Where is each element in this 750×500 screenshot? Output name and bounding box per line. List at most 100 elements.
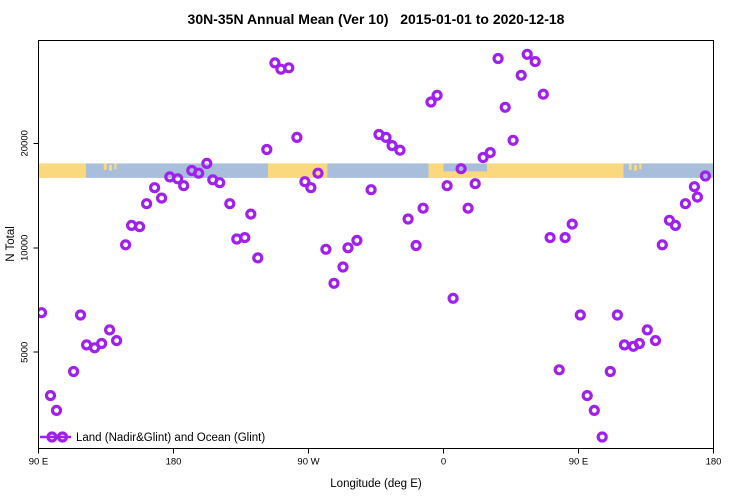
data-point: [50, 404, 63, 416]
data-point: [521, 48, 533, 60]
data-point: [633, 337, 646, 350]
data-point: [149, 182, 161, 194]
data-point: [553, 364, 565, 376]
x-tick-label: 90 E: [569, 457, 589, 468]
x-axis-label: Longitude (deg E): [330, 478, 422, 490]
data-points-group: [38, 48, 712, 443]
data-point: [245, 208, 257, 220]
data-point: [588, 404, 600, 416]
data-point: [141, 198, 153, 210]
map-strip-land-detail: [103, 163, 107, 170]
map-strip-ocean-segment: [623, 163, 714, 178]
x-tick-label: 0: [441, 457, 446, 468]
data-point: [269, 57, 281, 69]
data-point: [172, 173, 184, 185]
map-strip-land-segment: [38, 163, 86, 178]
data-point: [95, 337, 108, 350]
y-tick-label: 5000: [20, 342, 31, 363]
data-point: [394, 144, 406, 156]
data-point: [74, 309, 87, 321]
data-point: [669, 219, 682, 231]
x-tick-label: 90 W: [297, 457, 319, 468]
data-point: [351, 234, 363, 246]
data-point: [492, 52, 504, 65]
data-point: [544, 232, 556, 244]
y-tick-label: 20000: [20, 130, 31, 156]
data-point: [425, 96, 437, 108]
data-point: [299, 176, 311, 188]
data-point: [320, 243, 332, 255]
data-point: [641, 324, 653, 336]
data-point: [261, 143, 273, 156]
data-point: [119, 239, 132, 251]
map-strip-land-detail: [628, 163, 632, 170]
data-point: [239, 232, 251, 244]
map-strip-ocean-segment: [85, 163, 268, 178]
data-point: [477, 151, 489, 164]
data-point: [342, 242, 354, 254]
data-point: [110, 335, 123, 347]
data-point: [134, 221, 146, 233]
data-point: [201, 157, 213, 169]
data-point: [224, 198, 236, 210]
x-tick-label: 90 E: [29, 457, 49, 468]
map-strip-land-segment: [268, 163, 328, 178]
data-point: [252, 252, 264, 264]
data-point: [699, 170, 712, 182]
legend: Land (Nadir&Glint) and Ocean (Glint): [40, 431, 265, 444]
data-point: [214, 177, 226, 189]
data-point: [455, 163, 467, 175]
plot-title: 30N-35N Annual Mean (Ver 10) 2015-01-01 …: [188, 11, 565, 27]
data-point: [156, 192, 168, 204]
data-point: [402, 213, 414, 225]
data-point: [283, 62, 295, 74]
world-map-strip: [38, 163, 714, 178]
legend-label: Land (Nadir&Glint) and Ocean (Glint): [76, 432, 265, 444]
data-point: [604, 365, 616, 378]
y-axis-ticks: 5000 10000 20000: [19, 130, 39, 363]
y-axis-label: N Total: [5, 226, 17, 262]
data-point: [441, 180, 453, 192]
data-point: [537, 88, 549, 100]
data-point: [417, 202, 429, 214]
data-point: [67, 365, 80, 378]
plot-border: [38, 40, 714, 449]
x-axis-ticks: 90 E 180 90 W 0 90 E 180: [29, 448, 722, 468]
x-tick-label: 180: [166, 457, 182, 468]
data-point: [611, 309, 624, 321]
data-point: [365, 184, 377, 196]
data-point: [178, 180, 190, 192]
data-point: [410, 239, 422, 252]
map-strip-land-detail: [639, 163, 642, 170]
map-strip-land-detail: [634, 164, 637, 171]
data-point: [574, 309, 586, 321]
data-point: [484, 147, 496, 159]
data-point: [462, 202, 474, 214]
data-point: [337, 261, 349, 273]
data-point: [559, 232, 571, 244]
data-point: [380, 131, 392, 143]
data-point: [305, 182, 317, 194]
data-point: [596, 431, 608, 443]
data-point: [649, 335, 662, 347]
data-point: [312, 167, 324, 179]
data-point: [688, 181, 701, 193]
data-point: [515, 69, 527, 81]
y-tick-label: 10000: [19, 235, 30, 261]
data-point: [499, 101, 511, 113]
data-point: [447, 292, 459, 304]
map-strip-land-detail: [109, 164, 112, 171]
data-point: [431, 89, 443, 101]
data-point: [44, 390, 57, 402]
data-point: [193, 167, 205, 179]
data-point: [656, 239, 668, 251]
data-point: [291, 131, 303, 143]
data-point: [103, 324, 116, 336]
data-point: [469, 178, 481, 190]
data-point: [581, 390, 593, 402]
data-point: [507, 134, 519, 146]
x-tick-label: 180: [706, 457, 722, 468]
data-point: [679, 198, 692, 210]
data-point: [566, 218, 578, 230]
